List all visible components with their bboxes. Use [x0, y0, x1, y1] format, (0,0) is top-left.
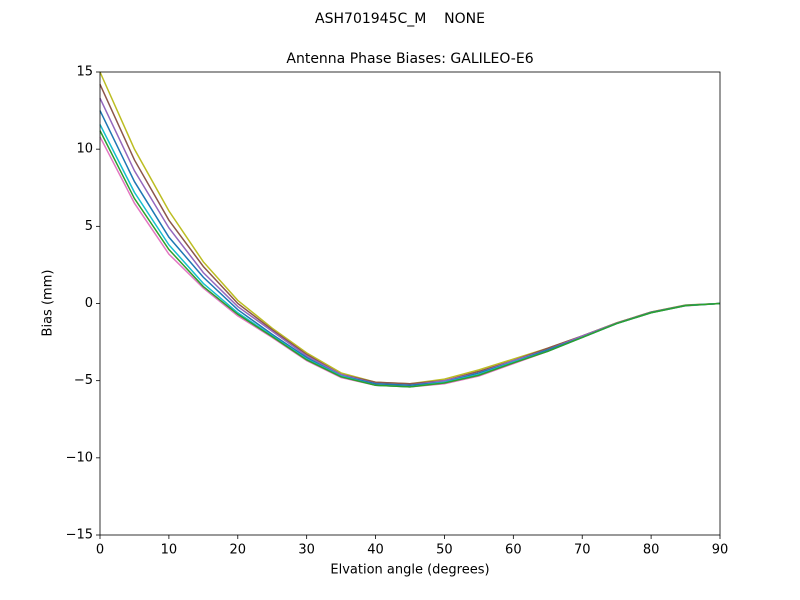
x-tick-label: 10 — [161, 543, 178, 558]
plot-frame — [99, 71, 721, 536]
x-tick-label: 70 — [574, 543, 591, 558]
y-tick-label: −10 — [66, 450, 93, 465]
x-tick-label: 40 — [367, 543, 384, 558]
x-tick-label: 50 — [436, 543, 453, 558]
y-tick-label: 5 — [85, 219, 93, 234]
chart-title: Antenna Phase Biases: GALILEO-E6 — [286, 51, 533, 67]
y-tick-label: −15 — [66, 528, 93, 543]
y-tick-label: 10 — [76, 142, 93, 157]
y-axis-label: Bias (mm) — [41, 270, 56, 337]
x-axis-label: Elvation angle (degrees) — [330, 563, 489, 578]
y-tick-label: 0 — [85, 296, 93, 311]
x-tick-label: 30 — [298, 543, 315, 558]
x-tick-label: 80 — [643, 543, 660, 558]
x-tick-label: 0 — [96, 543, 104, 558]
x-tick-label: 20 — [230, 543, 247, 558]
x-tick-label: 60 — [505, 543, 522, 558]
series-line — [99, 130, 721, 388]
y-tick-label: −5 — [74, 373, 93, 388]
y-tick-label: 15 — [76, 65, 93, 80]
x-tick-label: 90 — [712, 543, 729, 558]
suptitle: ASH701945C_M NONE — [315, 11, 485, 27]
